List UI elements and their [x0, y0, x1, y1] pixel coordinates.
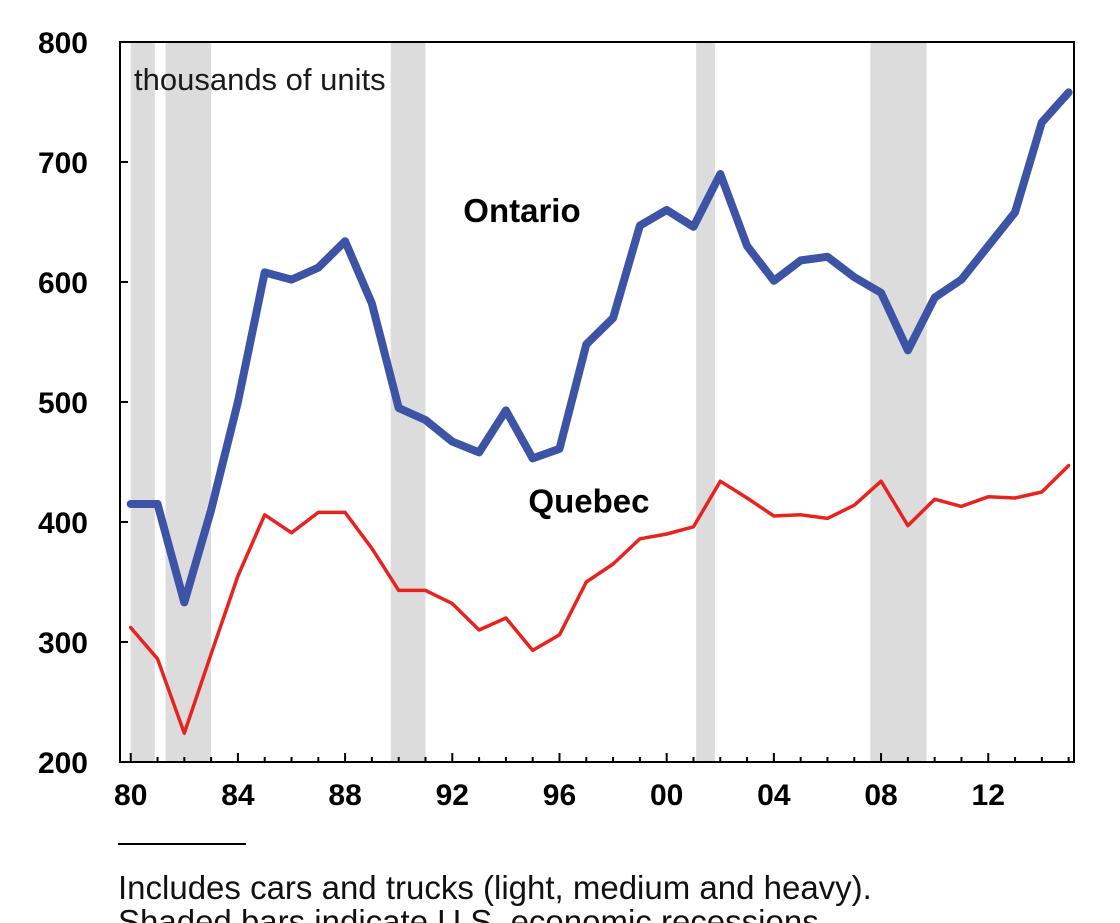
x-axis: 80 84 88 92 96 00 04 08 12 [114, 753, 1070, 812]
x-tick-label-80: 80 [114, 779, 147, 812]
x-tick-label-88: 88 [328, 779, 361, 812]
y-tick-label-300: 300 [38, 627, 88, 660]
x-tick-label-04: 04 [757, 779, 791, 812]
series-line-ontario [126, 88, 1073, 607]
y-tick-label-700: 700 [38, 147, 88, 180]
footnote-line-2-clipped: Shaded bars indicate U.S. economic reces… [118, 906, 1108, 923]
recession-bar-3 [696, 42, 715, 762]
y-tick-label-500: 500 [38, 387, 88, 420]
unit-label: thousands of units [134, 62, 386, 97]
series-label-ontario: Ontario [463, 192, 580, 229]
y-axis: 200 300 400 500 600 700 800 [38, 27, 128, 780]
recession-shading [130, 42, 927, 762]
footnote-rule [118, 843, 246, 845]
x-tick-label-92: 92 [436, 779, 469, 812]
y-tick-label-200: 200 [38, 747, 88, 780]
recession-bar-4 [870, 42, 927, 762]
recession-bar-1 [165, 42, 212, 762]
footnote-line-2: Shaded bars indicate U.S. economic reces… [118, 906, 828, 923]
y-tick-label-600: 600 [38, 267, 88, 300]
series-line-quebec [128, 463, 1071, 735]
series-labels: Ontario Quebec [463, 192, 649, 519]
footnote-line-1: Includes cars and trucks (light, medium … [118, 869, 872, 906]
x-tick-label-12: 12 [972, 779, 1005, 812]
x-tick-label-84: 84 [221, 779, 255, 812]
series-lines [126, 88, 1073, 735]
y-tick-label-800: 800 [38, 27, 88, 60]
x-tick-label-08: 08 [864, 779, 897, 812]
plot-frame [119, 41, 1075, 763]
x-tick-label-96: 96 [543, 779, 576, 812]
x-tick-label-00: 00 [650, 779, 683, 812]
series-label-quebec: Quebec [528, 482, 649, 519]
y-tick-label-400: 400 [38, 507, 88, 540]
